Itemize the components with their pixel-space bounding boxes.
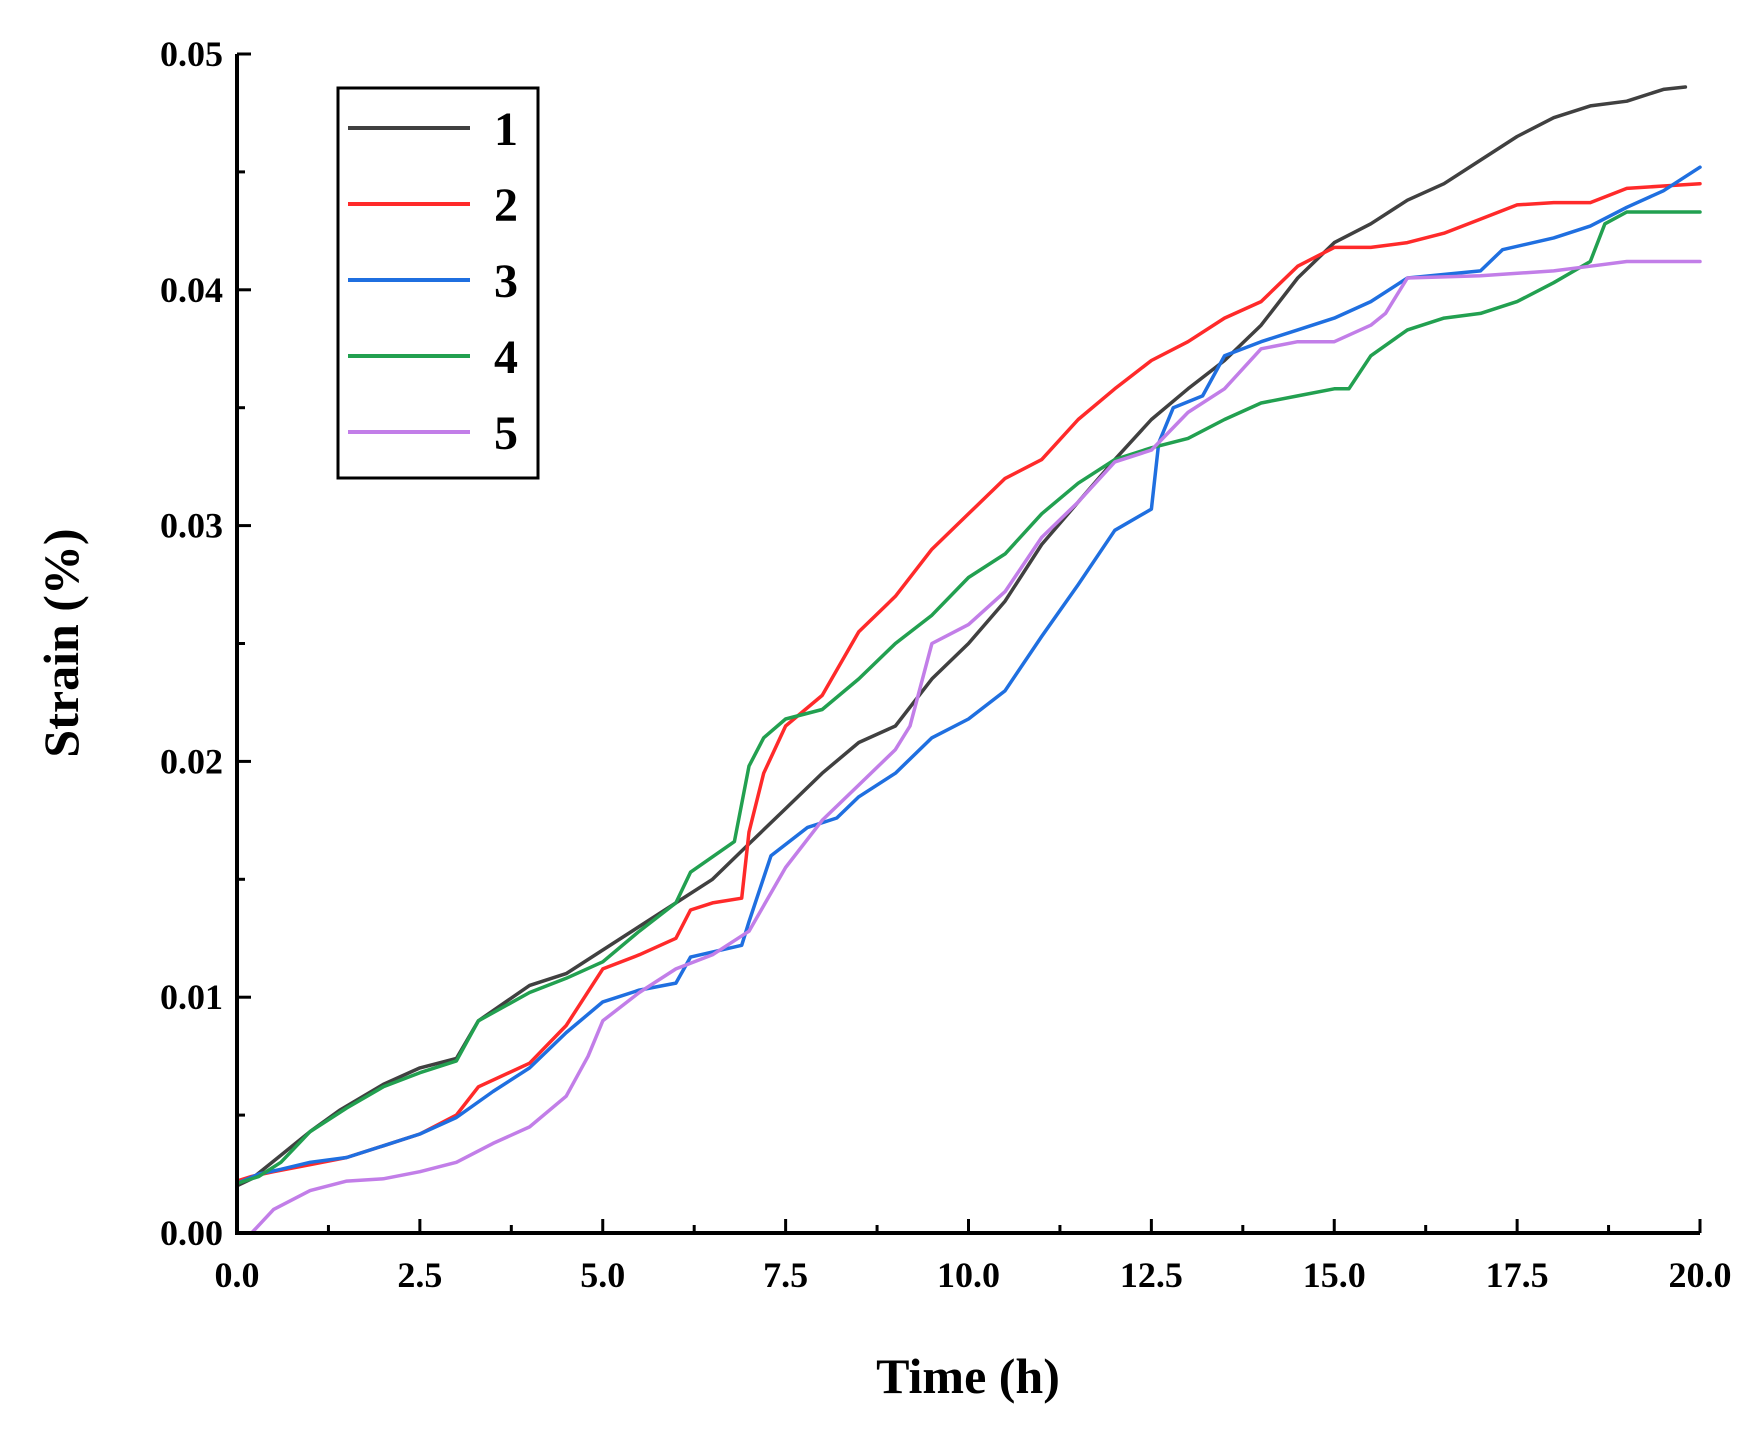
x-tick-label: 15.0 — [1303, 1255, 1366, 1295]
x-tick-label: 7.5 — [763, 1255, 808, 1295]
series-line-5 — [249, 259, 1702, 1235]
legend-label-3: 3 — [494, 255, 518, 308]
legend-label-5: 5 — [494, 407, 518, 460]
x-tick-label: 2.5 — [397, 1255, 442, 1295]
y-tick-label: 0.01 — [160, 977, 223, 1017]
y-tick-label: 0.02 — [160, 741, 223, 781]
x-axis-title: Time (h) — [876, 1348, 1060, 1404]
series-line-1 — [235, 85, 1688, 1188]
labels-layer: Time (h) Strain (%) — [33, 528, 1060, 1404]
y-tick-label: 0.05 — [160, 34, 223, 74]
y-tick-label: 0.04 — [160, 270, 223, 310]
series-line-3 — [235, 165, 1702, 1186]
legend: 1 2 3 4 5 — [336, 86, 540, 480]
series-line-2 — [235, 181, 1702, 1183]
y-tick-label: 0.00 — [160, 1213, 223, 1253]
legend-label-2: 2 — [494, 179, 518, 232]
x-tick-label: 20.0 — [1669, 1255, 1732, 1295]
x-tick-label: 10.0 — [937, 1255, 1000, 1295]
y-axis-title: Strain (%) — [33, 528, 89, 757]
legend-label-4: 4 — [494, 331, 518, 384]
ticks-layer: 0.0 2.5 5.0 7.5 10.0 12.5 15.0 17.5 20.0 0.00 0.01… — [160, 34, 1732, 1295]
series-layer — [235, 85, 1702, 1235]
legend-box — [336, 86, 540, 480]
x-tick-label: 5.0 — [580, 1255, 625, 1295]
y-tick-label: 0.03 — [160, 506, 223, 546]
series-line-4 — [235, 210, 1702, 1186]
x-tick-label: 12.5 — [1120, 1255, 1183, 1295]
x-tick-label: 17.5 — [1486, 1255, 1549, 1295]
x-tick-label: 0.0 — [215, 1255, 260, 1295]
legend-label-1: 1 — [494, 103, 518, 156]
legend-items: 1 2 3 4 5 — [348, 103, 518, 460]
